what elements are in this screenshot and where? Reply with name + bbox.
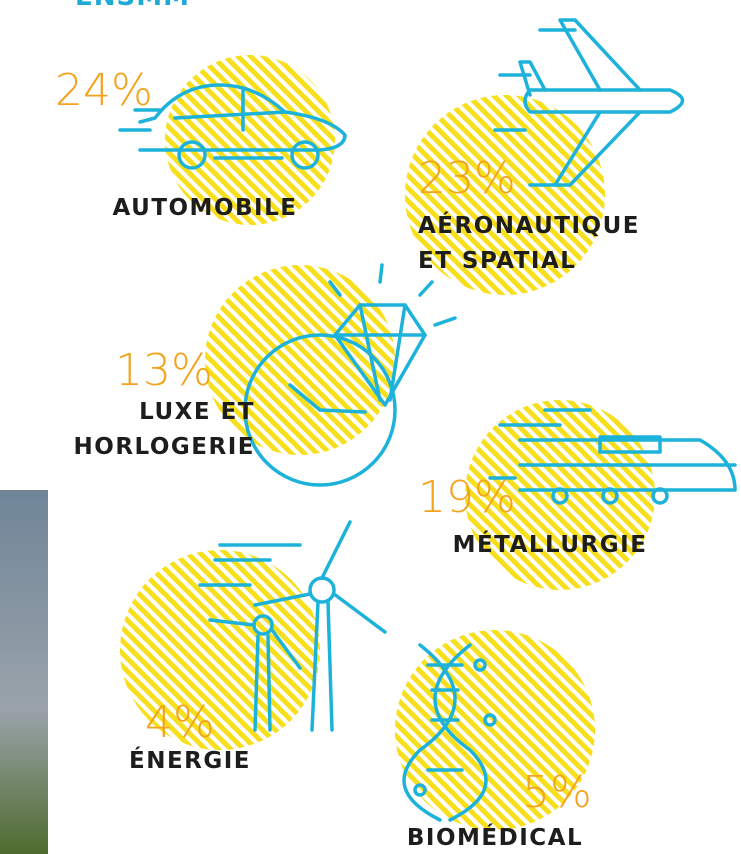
sector-percent: 13% — [115, 345, 213, 396]
sector-label: MÉTALLURGIE — [453, 530, 648, 558]
sector-label: AÉRONAUTIQUE — [418, 211, 640, 239]
sector-label: AUTOMOBILE — [113, 195, 298, 221]
page: ENSMM 24% AUTOMOBILE 23% AÉRONAUTIQUE ET SPA… — [0, 0, 741, 854]
infographic: ENSMM 24% AUTOMOBILE 23% AÉRONAUTIQUE ET SPA… — [0, 0, 741, 854]
photo — [0, 490, 48, 854]
sector-percent: 4% — [145, 697, 215, 748]
sector-percent: 19% — [418, 472, 516, 523]
sector-label: ET SPATIAL — [418, 248, 576, 274]
hatched-circle — [205, 265, 395, 455]
sector-label: BIOMÉDICAL — [407, 823, 583, 851]
sector-label: ÉNERGIE — [129, 746, 251, 774]
sector-percent: 24% — [55, 65, 153, 116]
header-title: ENSMM — [75, 0, 190, 12]
sector-label: HORLOGERIE — [74, 434, 255, 460]
sector-label: LUXE ET — [139, 399, 255, 425]
sector-percent: 5% — [522, 767, 592, 818]
sector-percent: 23% — [418, 153, 516, 204]
